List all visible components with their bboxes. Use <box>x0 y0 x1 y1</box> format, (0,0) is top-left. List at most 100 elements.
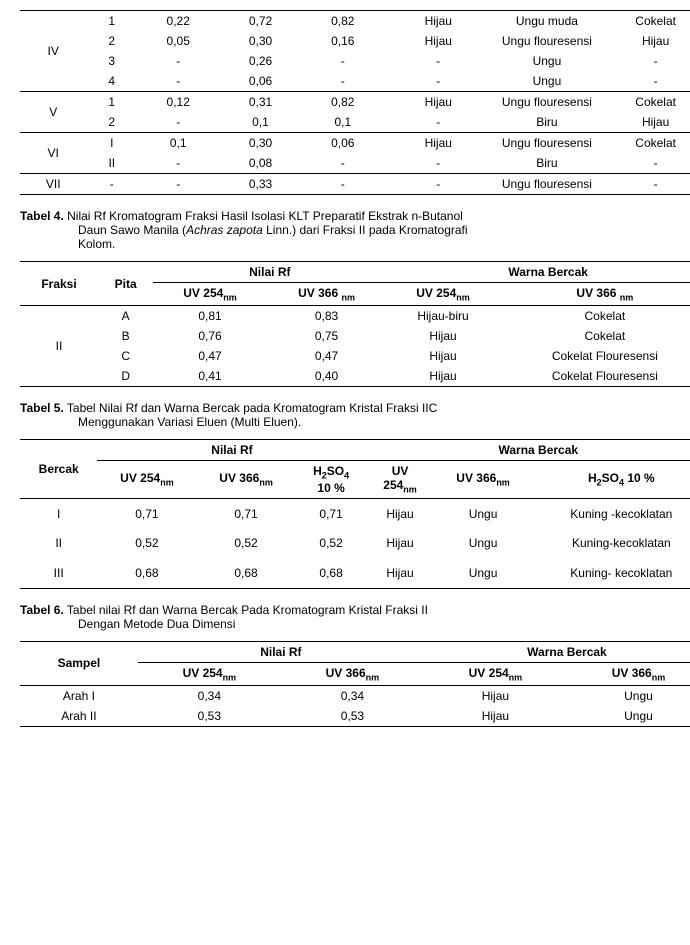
cell: Ungu <box>567 686 690 707</box>
cell: 2 <box>86 31 137 51</box>
cell: Hijau <box>384 133 493 154</box>
cell: 0,40 <box>267 366 387 387</box>
cell: - <box>137 153 219 174</box>
t5-h-rf: Nilai Rf <box>97 440 366 461</box>
cell: Cokelat Flouresensi <box>500 366 690 387</box>
t6-h-uv254: UV 254nm <box>138 662 281 685</box>
table-row: I0,710,710,71HijauUnguKuning -kecoklatan <box>20 498 690 528</box>
table-row: B0,760,75HijauCokelat <box>20 326 690 346</box>
table-5: Bercak Nilai Rf Warna Bercak UV 254nm UV… <box>20 439 690 588</box>
table-row: VII--0,33--Ungu flouresensi- <box>20 174 690 195</box>
cell: 0,33 <box>219 174 301 195</box>
cell: 0,16 <box>302 31 384 51</box>
cell: Hijau <box>384 11 493 32</box>
cell: Ungu muda <box>493 11 602 32</box>
cell: Ungu flouresensi <box>493 92 602 113</box>
caption-table-5: Tabel 5. Tabel Nilai Rf dan Warna Bercak… <box>20 401 690 429</box>
cell: Ungu flouresensi <box>493 133 602 154</box>
cell: Ungu <box>567 706 690 727</box>
caption-4-bold: Tabel 4. <box>20 209 64 223</box>
cell: 0,82 <box>302 92 384 113</box>
cell: 0,34 <box>281 686 424 707</box>
table-row: VII0,10,300,06HijauUngu flouresensiCokel… <box>20 133 690 154</box>
cell: Kuning- kecoklatan <box>533 558 690 588</box>
cell: 0,53 <box>281 706 424 727</box>
cell: 0,68 <box>296 558 367 588</box>
cell: Arah II <box>20 706 138 727</box>
cell: Hijau-biru <box>386 306 499 327</box>
t4-h-uv366: UV 366 nm <box>267 283 387 306</box>
caption-4-line2b: Linn.) dari Fraksi II pada Kromatografi <box>263 223 468 237</box>
cell: Hijau <box>424 686 567 707</box>
t5-h-uv254: UV 254nm <box>97 461 196 498</box>
cell: - <box>137 112 219 133</box>
cell: - <box>86 174 137 195</box>
group-label: II <box>20 306 98 387</box>
cell: 0,12 <box>137 92 219 113</box>
cell: Biru <box>493 112 602 133</box>
table-row: 2-0,10,1-BiruHijau <box>20 112 690 133</box>
cell: 0,72 <box>219 11 301 32</box>
table-4: Fraksi Pita Nilai Rf Warna Bercak UV 254… <box>20 261 690 387</box>
cell: - <box>384 51 493 71</box>
cell: I <box>20 498 97 528</box>
cell: - <box>601 51 690 71</box>
cell: Ungu <box>493 51 602 71</box>
cell: Hijau <box>384 31 493 51</box>
caption-6-bold: Tabel 6. <box>20 603 64 617</box>
t4-h-fraksi: Fraksi <box>20 262 98 306</box>
t6-h-rf: Nilai Rf <box>138 641 424 662</box>
group-label: IV <box>20 11 86 92</box>
t5-h-uv254b: UV254nm <box>367 461 434 498</box>
cell: II <box>20 528 97 558</box>
cell: 0,83 <box>267 306 387 327</box>
caption-6-line2: Dengan Metode Dua Dimensi <box>20 617 690 631</box>
cell: Cokelat <box>601 11 690 32</box>
cell: 2 <box>86 112 137 133</box>
group-label: V <box>20 92 86 133</box>
cell: - <box>302 174 384 195</box>
cell: Biru <box>493 153 602 174</box>
cell: Cokelat Flouresensi <box>500 346 690 366</box>
table-6: Sampel Nilai Rf Warna Bercak UV 254nm UV… <box>20 641 690 727</box>
cell: Hijau <box>386 326 499 346</box>
cell: 0,68 <box>97 558 196 588</box>
cell: 0,47 <box>153 346 266 366</box>
cell: 0,1 <box>219 112 301 133</box>
table-row: IIA0,810,83Hijau-biruCokelat <box>20 306 690 327</box>
table-row: 20,050,300,16HijauUngu flouresensiHijau <box>20 31 690 51</box>
cell: 0,06 <box>219 71 301 92</box>
caption-5-line1: Tabel Nilai Rf dan Warna Bercak pada Kro… <box>64 401 437 415</box>
cell: Ungu flouresensi <box>493 31 602 51</box>
cell: Ungu <box>433 528 532 558</box>
t5-h-warna: Warna Bercak <box>367 440 690 461</box>
cell: II <box>86 153 137 174</box>
t4-h-uv254b: UV 254nm <box>386 283 499 306</box>
cell: Arah I <box>20 686 138 707</box>
cell: 0,22 <box>137 11 219 32</box>
t5-h-h2so4: H2SO410 % <box>296 461 367 498</box>
caption-4-line1: Nilai Rf Kromatogram Fraksi Hasil Isolas… <box>64 209 463 223</box>
caption-table-6: Tabel 6. Tabel nilai Rf dan Warna Bercak… <box>20 603 690 631</box>
cell: 0,75 <box>267 326 387 346</box>
cell: - <box>137 51 219 71</box>
cell: 4 <box>86 71 137 92</box>
table-row: D0,410,40HijauCokelat Flouresensi <box>20 366 690 387</box>
cell: 1 <box>86 11 137 32</box>
cell: - <box>137 71 219 92</box>
table-row: 4-0,06--Ungu- <box>20 71 690 92</box>
cell: - <box>601 174 690 195</box>
cell: 0,34 <box>138 686 281 707</box>
table-3: IV10,220,720,82HijauUngu mudaCokelat20,0… <box>20 10 690 195</box>
t6-h-uv366b: UV 366nm <box>567 662 690 685</box>
cell: A <box>98 306 153 327</box>
caption-6-line1: Tabel nilai Rf dan Warna Bercak Pada Kro… <box>64 603 428 617</box>
cell: Ungu flouresensi <box>493 174 602 195</box>
t5-h-h2so4b: H2SO4 10 % <box>533 461 690 498</box>
cell: Ungu <box>433 558 532 588</box>
cell: - <box>137 174 219 195</box>
t5-h-uv366b: UV 366nm <box>433 461 532 498</box>
cell: 0,47 <box>267 346 387 366</box>
caption-table-4: Tabel 4. Nilai Rf Kromatogram Fraksi Has… <box>20 209 690 251</box>
cell: Hijau <box>386 366 499 387</box>
